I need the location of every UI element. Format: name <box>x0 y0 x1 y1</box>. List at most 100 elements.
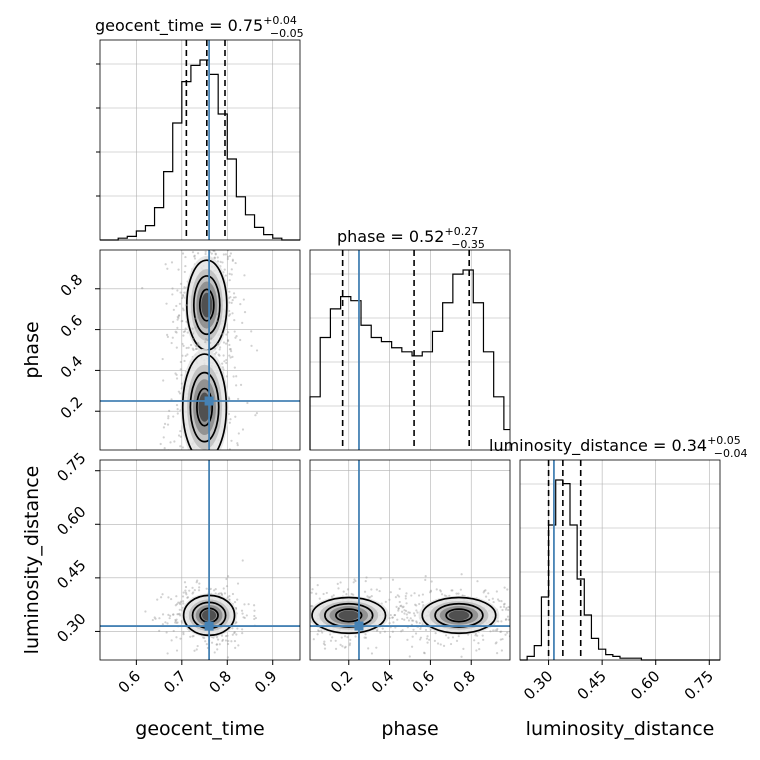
sample-point <box>344 645 347 648</box>
sample-point <box>183 581 187 584</box>
sample-point <box>395 605 398 608</box>
sample-point <box>195 347 198 351</box>
sample-point <box>510 603 512 605</box>
sample-point <box>339 643 342 646</box>
sample-point <box>177 268 180 271</box>
sample-point <box>220 634 224 637</box>
sample-point <box>500 649 503 652</box>
sample-point <box>175 373 178 376</box>
sample-point <box>179 603 182 606</box>
sample-point <box>222 457 224 459</box>
sample-point <box>176 408 179 411</box>
title-luminosity-distance: luminosity_distance = 0.34+0.05 −0.04 <box>489 434 748 460</box>
sample-point <box>159 442 162 446</box>
sample-point <box>204 456 206 458</box>
sample-point <box>425 637 429 640</box>
sample-point <box>379 631 382 634</box>
sample-point <box>498 599 501 603</box>
sample-point <box>348 642 352 645</box>
sample-point <box>459 588 462 591</box>
histogram-luminosity_distance <box>520 479 720 661</box>
sample-point <box>233 639 237 643</box>
sample-point <box>505 606 508 610</box>
frame-geocent_time-vs-phase <box>99 249 301 451</box>
sample-point <box>206 489 208 491</box>
sample-point <box>352 593 355 596</box>
sample-point <box>404 594 407 598</box>
sample-point <box>232 292 236 295</box>
sample-point <box>225 333 228 336</box>
sample-point <box>236 582 240 585</box>
sample-point <box>191 337 194 340</box>
sample-point <box>223 360 226 363</box>
sample-point <box>177 314 181 317</box>
sample-point <box>460 655 463 658</box>
sample-point <box>205 337 208 341</box>
sample-point <box>364 633 367 636</box>
sample-point <box>187 513 189 515</box>
sample-point <box>451 636 455 639</box>
sample-point <box>176 412 179 415</box>
sample-point <box>226 642 230 646</box>
xtick-label-phase-3: 0.8 <box>449 667 479 697</box>
sample-point <box>187 346 190 349</box>
sample-point <box>167 596 170 599</box>
sample-point <box>218 643 221 646</box>
sample-point <box>167 613 170 616</box>
sample-point <box>175 377 179 380</box>
density-phase-vs-luminosity_distance-1-3 <box>448 610 470 621</box>
sample-point <box>415 609 418 612</box>
sample-point <box>353 578 356 581</box>
sample-point <box>397 607 400 610</box>
sample-point <box>412 612 416 615</box>
sample-point <box>189 343 193 347</box>
sample-point <box>412 628 415 631</box>
sample-point <box>177 316 180 320</box>
sample-point <box>231 298 234 302</box>
sample-point <box>477 642 480 645</box>
sample-point <box>243 311 247 314</box>
sample-point <box>231 355 234 358</box>
xlabel-luminosity-distance: luminosity_distance <box>526 718 715 740</box>
sample-point <box>383 630 386 633</box>
sample-point <box>166 652 169 655</box>
sample-point <box>213 651 216 654</box>
sample-point <box>182 591 185 594</box>
sample-point <box>301 614 303 616</box>
sample-point <box>363 636 366 639</box>
sample-point <box>318 597 321 600</box>
sample-point <box>316 633 319 636</box>
sample-point <box>215 643 218 646</box>
sample-point <box>218 348 221 351</box>
sample-point <box>181 465 183 467</box>
sample-point <box>192 476 194 478</box>
sample-point <box>535 610 537 612</box>
sample-point <box>181 446 185 449</box>
sample-point <box>533 615 535 617</box>
sample-point <box>192 591 195 594</box>
sample-point <box>389 613 392 617</box>
sample-point <box>172 415 175 418</box>
sample-point <box>310 591 313 594</box>
sample-point <box>424 628 428 632</box>
sample-point <box>175 331 178 334</box>
sample-point <box>195 570 197 572</box>
xlabel-phase: phase <box>381 718 438 740</box>
sample-point <box>476 634 479 637</box>
sample-point <box>210 337 213 340</box>
ytick-label-luminosity_distance-3: 0.75 <box>53 449 89 485</box>
sample-point <box>168 409 171 412</box>
sample-point <box>240 609 244 612</box>
sample-point <box>435 588 438 591</box>
sample-point <box>473 639 476 642</box>
sample-point <box>503 602 506 605</box>
sample-point <box>288 616 290 618</box>
sample-point <box>176 318 179 321</box>
sample-point <box>179 282 183 285</box>
sample-point <box>398 600 401 604</box>
sample-point <box>423 651 426 654</box>
sample-point <box>504 633 507 636</box>
sample-point <box>413 614 416 617</box>
sample-point <box>450 589 453 592</box>
density-phase-vs-luminosity_distance-0-3 <box>338 610 359 621</box>
